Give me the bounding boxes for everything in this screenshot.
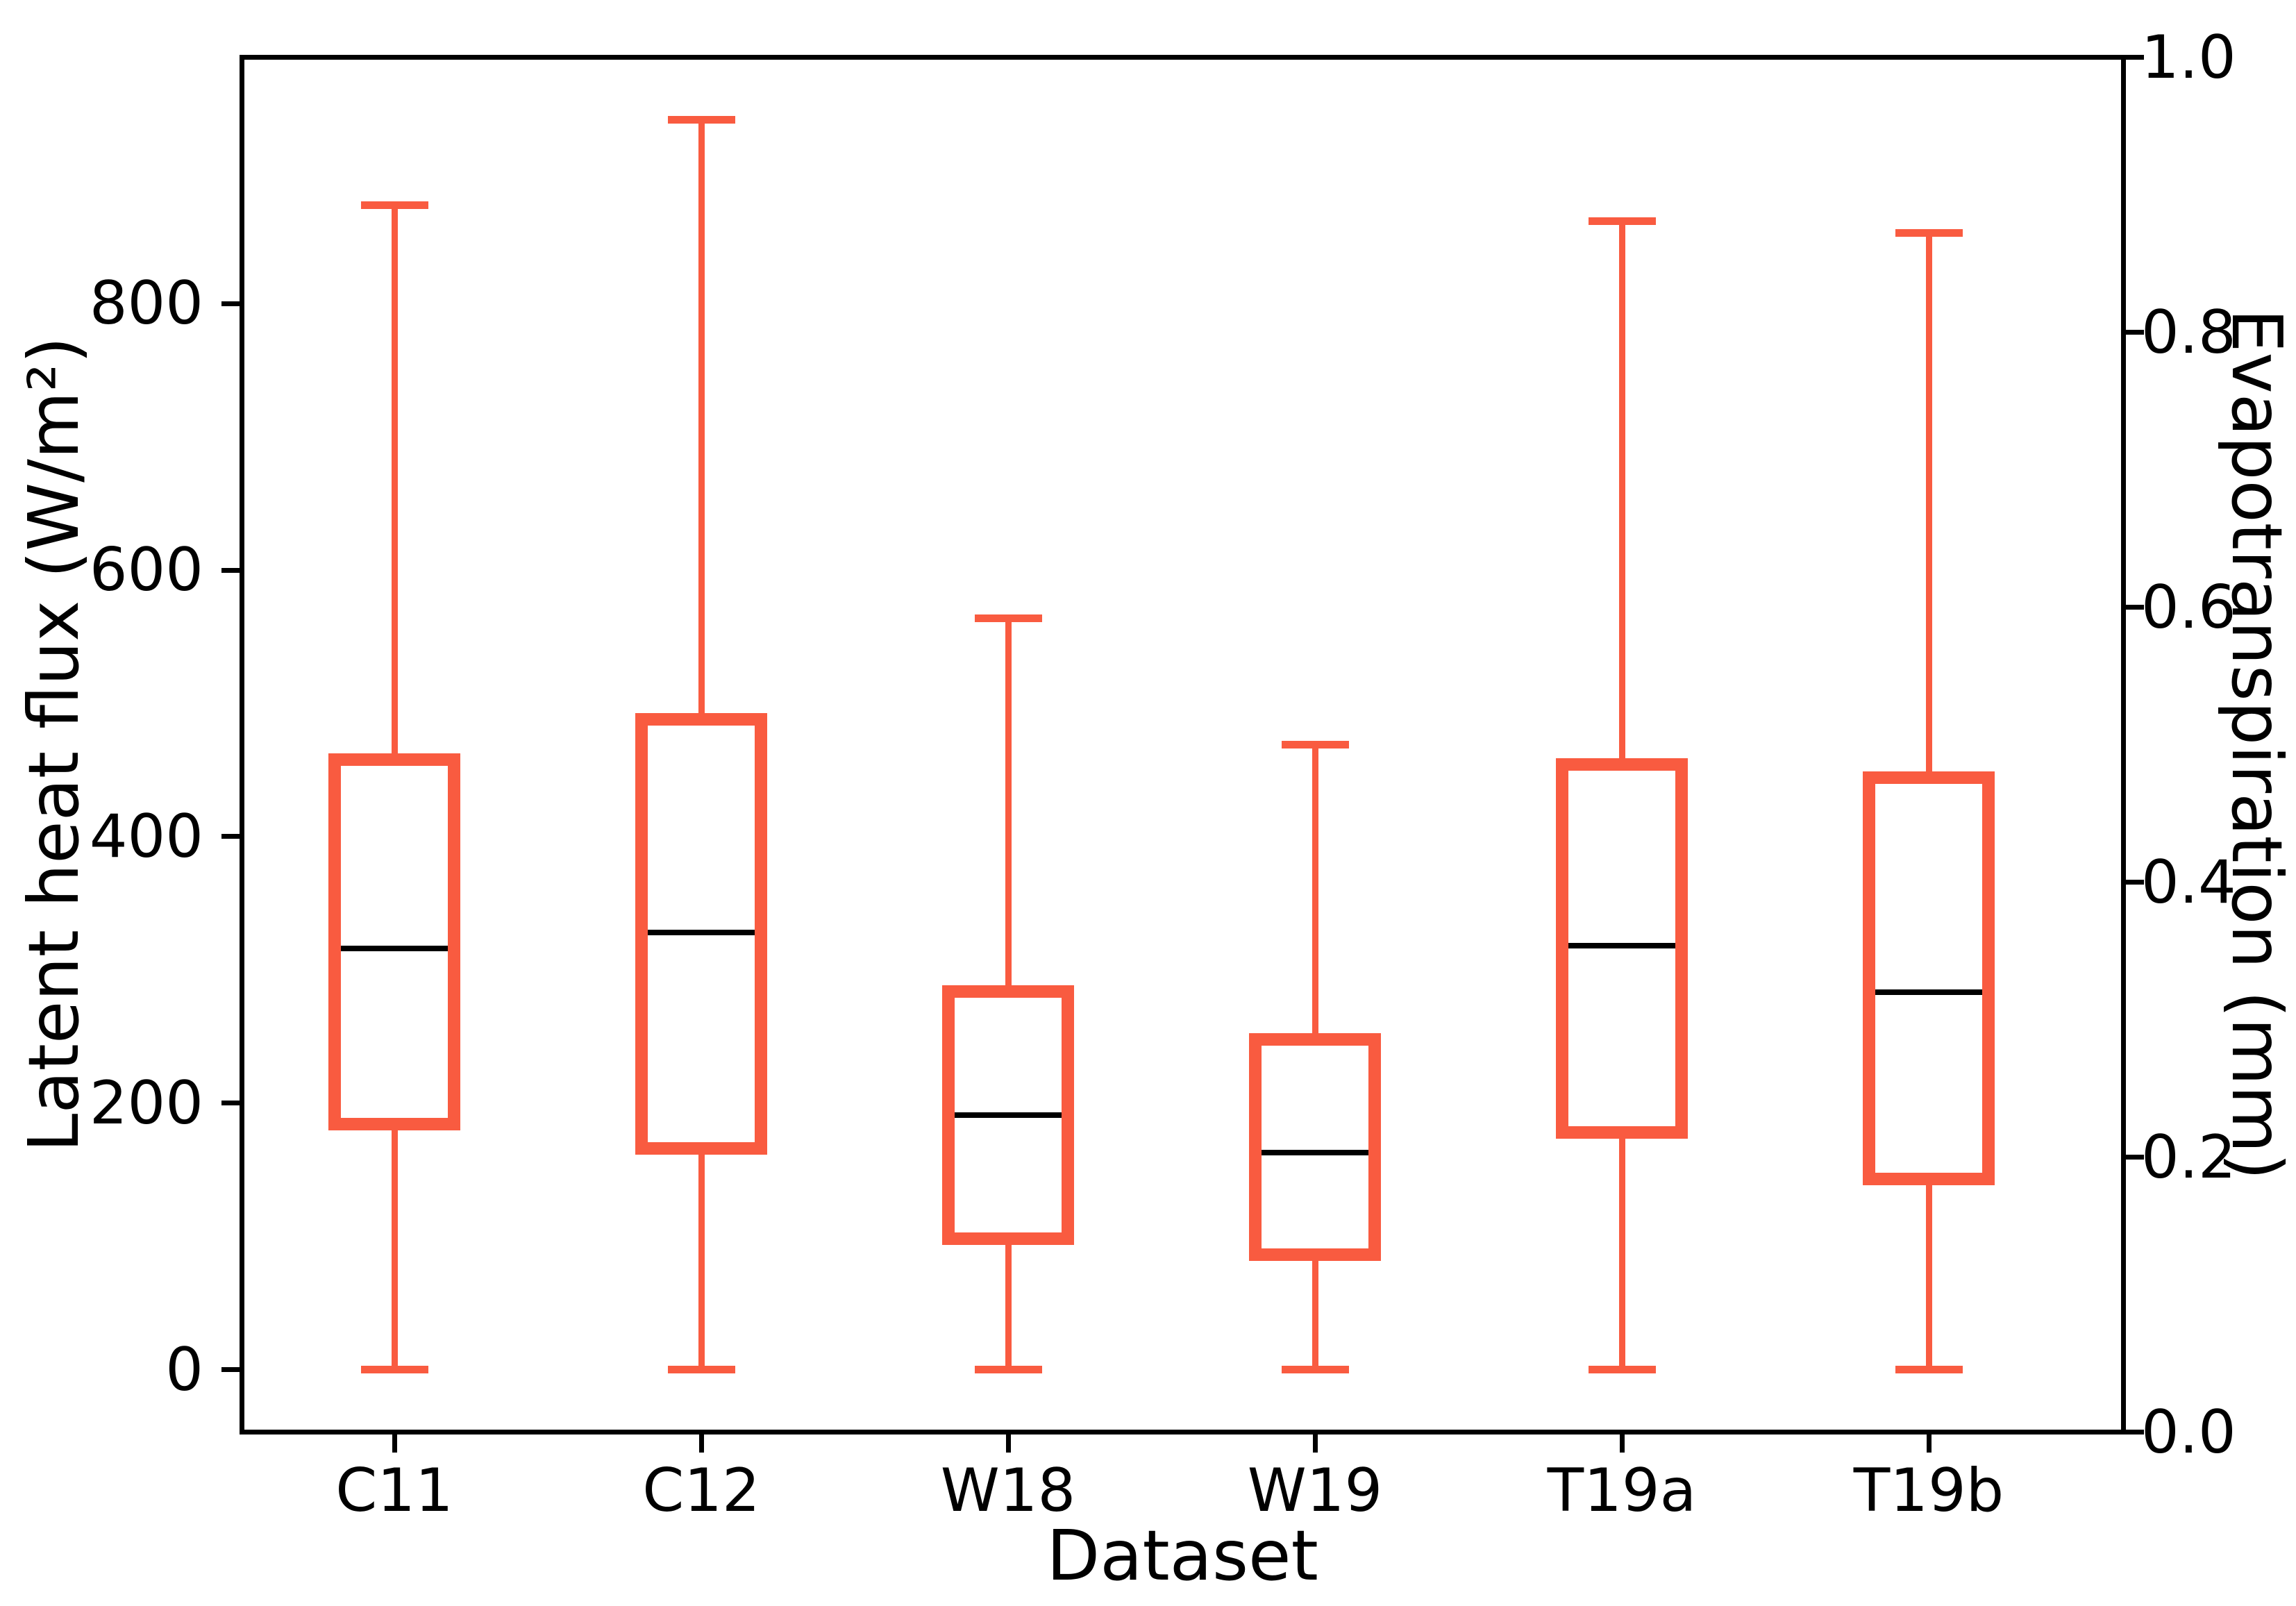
x-axis-tick-label: T19a <box>1547 1456 1697 1525</box>
median-C11 <box>341 946 448 952</box>
median-T19b <box>1875 989 1982 996</box>
y-axis-right-tick <box>2126 880 2144 885</box>
y-axis-right-tick-label: 0.0 <box>2141 1397 2236 1467</box>
whisker-lower-T19b <box>1925 1179 1932 1370</box>
y-axis-right-tick-label: 1.0 <box>2141 22 2236 92</box>
y-axis-left-tick-label: 800 <box>89 269 203 339</box>
box-W18 <box>942 985 1074 1246</box>
whisker-upper-C12 <box>698 119 705 720</box>
whisker-lower-W18 <box>1005 1239 1012 1370</box>
y-axis-title-right: Evapotranspiration (mm) <box>2216 308 2296 1180</box>
whisker-cap-upper-C11 <box>360 201 428 209</box>
x-axis-tick <box>1619 1434 1625 1453</box>
x-axis-title: Dataset <box>1046 1515 1318 1596</box>
whisker-cap-lower-W19 <box>1281 1366 1349 1373</box>
x-axis-tick <box>1005 1434 1011 1453</box>
whisker-upper-W19 <box>1312 744 1318 1039</box>
y-axis-left-tick-label: 400 <box>89 801 203 871</box>
whisker-upper-C11 <box>391 205 398 760</box>
y-axis-right-tick-label: 0.8 <box>2141 297 2236 367</box>
x-axis-tick-label: W18 <box>940 1456 1076 1525</box>
whisker-lower-T19a <box>1618 1132 1625 1370</box>
whisker-cap-upper-C12 <box>667 116 735 124</box>
y-axis-left-tick <box>221 1101 240 1106</box>
box-W19 <box>1249 1032 1381 1262</box>
whisker-cap-upper-T19a <box>1588 217 1656 225</box>
whisker-cap-lower-T19b <box>1895 1366 1963 1373</box>
y-axis-right-tick <box>2126 1430 2144 1434</box>
whisker-lower-C12 <box>698 1148 705 1370</box>
plot-frame <box>240 55 2126 1434</box>
box-T19b <box>1863 771 1995 1186</box>
whisker-cap-upper-W19 <box>1281 741 1349 748</box>
whisker-upper-W18 <box>1005 618 1012 992</box>
x-axis-tick <box>392 1434 397 1453</box>
whisker-cap-lower-W18 <box>974 1366 1042 1373</box>
x-axis-tick <box>1926 1434 1932 1453</box>
whisker-cap-upper-T19b <box>1895 229 1963 237</box>
y-axis-right-tick-label: 0.2 <box>2141 1122 2236 1192</box>
x-axis-tick-label: C12 <box>642 1456 760 1525</box>
box-C11 <box>328 753 460 1131</box>
y-axis-left-tick-label: 0 <box>165 1335 203 1405</box>
box-C12 <box>635 713 767 1155</box>
x-axis-tick-label: C11 <box>335 1456 453 1525</box>
whisker-upper-T19b <box>1925 233 1932 778</box>
y-axis-right-tick-label: 0.4 <box>2141 847 2236 917</box>
y-axis-right-tick-label: 0.6 <box>2141 572 2236 642</box>
x-axis-tick-label: T19b <box>1853 1456 2004 1525</box>
y-axis-left-tick <box>221 834 240 839</box>
y-axis-right-tick <box>2126 55 2144 60</box>
x-axis-tick-label: W19 <box>1247 1456 1383 1525</box>
whisker-cap-lower-C12 <box>667 1366 735 1373</box>
x-axis-tick <box>1312 1434 1318 1453</box>
median-W18 <box>955 1112 1062 1118</box>
y-axis-right-tick <box>2126 330 2144 335</box>
box-T19a <box>1556 758 1688 1139</box>
median-C12 <box>648 930 755 936</box>
median-T19a <box>1568 943 1675 949</box>
median-W19 <box>1262 1149 1368 1155</box>
y-axis-left-tick <box>221 1367 240 1372</box>
whisker-cap-lower-T19a <box>1588 1366 1656 1373</box>
whisker-upper-T19a <box>1618 221 1625 765</box>
x-axis-tick <box>698 1434 704 1453</box>
y-axis-right-tick <box>2126 1155 2144 1160</box>
whisker-lower-C11 <box>391 1124 398 1370</box>
y-axis-right-tick <box>2126 605 2144 610</box>
whisker-lower-W19 <box>1312 1255 1318 1370</box>
y-axis-left-tick <box>221 301 240 306</box>
y-axis-title-left: Latent heat flux (W/m²) <box>13 336 94 1153</box>
y-axis-left-tick-label: 600 <box>89 535 203 605</box>
y-axis-left-tick-label: 200 <box>89 1068 203 1138</box>
whisker-cap-lower-C11 <box>360 1366 428 1373</box>
whisker-cap-upper-W18 <box>974 614 1042 622</box>
y-axis-left-tick <box>221 567 240 573</box>
